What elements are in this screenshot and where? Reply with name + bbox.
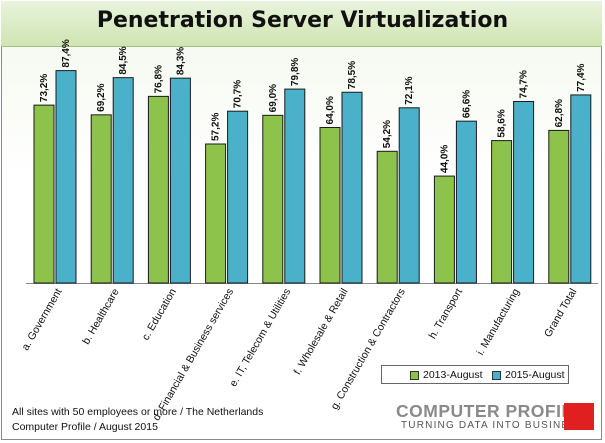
legend-label-2013: 2013-August xyxy=(423,369,483,381)
bar-2015-2 xyxy=(169,77,191,284)
bar-2013-3 xyxy=(205,143,227,284)
category-label-0: a. Government xyxy=(19,286,64,352)
bar-2015-1 xyxy=(112,77,134,284)
data-label-2013-6: 54,2% xyxy=(382,120,393,148)
category-label-7: h. Transport xyxy=(427,286,465,341)
bar-2013-1 xyxy=(90,114,112,284)
logo-red-square xyxy=(564,403,594,430)
title-bar xyxy=(1,1,602,47)
bar-2013-5 xyxy=(319,126,341,284)
footnote: All sites with 50 employees or more / Th… xyxy=(12,405,263,435)
bar-2015-6 xyxy=(398,107,420,284)
chart-title: Penetration Server Virtualization xyxy=(96,8,509,33)
data-label-2015-1: 84,5% xyxy=(118,46,129,74)
company-logo: COMPUTER PROFILE TURNING DATA INTO BUSIN… xyxy=(396,402,585,431)
data-label-2013-0: 73,2% xyxy=(39,74,50,102)
logo-name: COMPUTER PROFILE xyxy=(396,401,585,421)
bar-2013-8 xyxy=(491,140,513,284)
data-label-2013-9: 62,8% xyxy=(554,99,565,127)
data-label-2013-1: 69,2% xyxy=(96,83,107,111)
data-label-2013-8: 58,6% xyxy=(497,109,508,137)
data-label-2015-3: 70,7% xyxy=(233,80,244,108)
category-label-1: b. Healthcare xyxy=(80,286,122,346)
bar-2013-0 xyxy=(33,104,55,284)
category-label-4: e. IT, Telecom & Utilities xyxy=(227,287,293,389)
bar-2015-5 xyxy=(341,91,363,284)
footnote-line-1: All sites with 50 employees or more / Th… xyxy=(12,406,264,418)
bar-2013-4 xyxy=(262,114,284,284)
bar-2013-2 xyxy=(147,95,169,284)
bar-2015-7 xyxy=(455,120,477,284)
bar-2015-4 xyxy=(284,88,306,284)
category-label-5: f. Wholesale & Retail xyxy=(291,287,350,377)
data-label-2015-7: 66,6% xyxy=(461,90,472,118)
bar-2013-7 xyxy=(433,175,455,284)
data-label-2013-7: 44,0% xyxy=(439,145,450,173)
bar-2013-9 xyxy=(548,129,570,284)
data-label-2013-5: 64,0% xyxy=(325,96,336,124)
data-label-2015-6: 72,1% xyxy=(404,76,415,104)
data-label-2015-0: 87,4% xyxy=(61,39,72,67)
legend-swatch-2015 xyxy=(492,370,501,380)
category-label-9: Grand Total xyxy=(542,287,579,340)
footnote-line-2: Computer Profile / August 2015 xyxy=(12,421,158,433)
legend-item-2015: 2015-August xyxy=(492,369,565,381)
legend: 2013-August 2015-August xyxy=(381,365,569,384)
bar-2015-8 xyxy=(513,100,535,284)
category-label-2: c. Education xyxy=(140,286,179,342)
bar-2015-0 xyxy=(55,70,77,284)
legend-item-2013: 2013-August xyxy=(410,369,483,381)
data-label-2013-3: 57,2% xyxy=(211,113,222,141)
logo-tagline: TURNING DATA INTO BUSINESS xyxy=(401,420,585,431)
bar-2015-3 xyxy=(227,110,249,284)
data-label-2015-4: 79,8% xyxy=(290,58,301,86)
data-label-2015-2: 84,3% xyxy=(175,47,186,75)
data-label-2013-2: 76,8% xyxy=(153,65,164,93)
bar-2013-6 xyxy=(376,150,398,284)
data-label-2013-4: 69,0% xyxy=(268,84,279,112)
category-label-8: i. Manufacturing xyxy=(474,286,522,357)
data-label-2015-8: 74,7% xyxy=(519,70,530,98)
bar-2015-9 xyxy=(570,94,592,284)
data-label-2015-9: 77,4% xyxy=(576,63,587,91)
legend-label-2015: 2015-August xyxy=(505,369,565,381)
legend-swatch-2013 xyxy=(410,370,419,380)
data-label-2015-5: 78,5% xyxy=(347,61,358,89)
